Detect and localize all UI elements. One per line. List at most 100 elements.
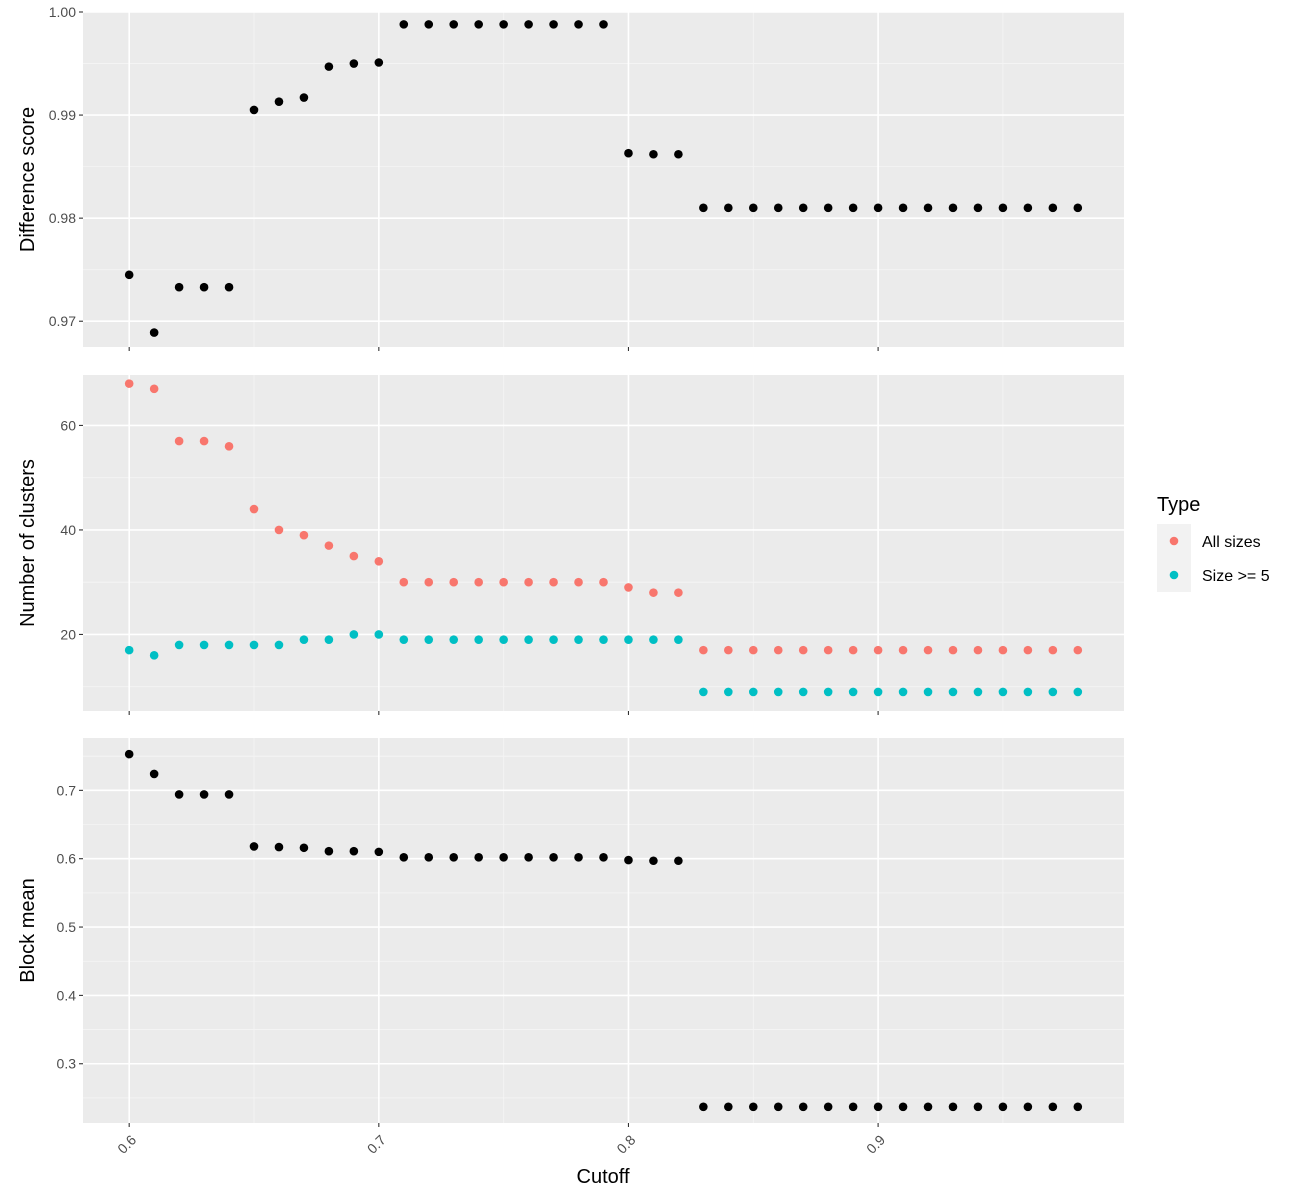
data-point [674, 856, 683, 866]
legend-label-all-sizes: All sizes [1202, 534, 1261, 551]
y-tick-label: 0.99 [49, 107, 76, 123]
data-point [773, 687, 783, 697]
data-point [274, 525, 284, 535]
data-point [224, 790, 234, 799]
data-point [798, 645, 808, 655]
data-point [724, 687, 733, 697]
data-point [299, 635, 309, 644]
data-point [599, 20, 608, 29]
data-point [574, 635, 583, 644]
x-axis-ticks [128, 347, 879, 351]
data-point [324, 635, 334, 644]
data-point [199, 790, 209, 799]
panel-number-of-clusters: 20 40 60 Number of clusters [17, 375, 1124, 715]
y-tick-label: 0.4 [57, 987, 77, 1003]
data-point [724, 203, 733, 213]
data-point [773, 1102, 783, 1112]
data-point [823, 1102, 833, 1112]
y-tick-label: 1.00 [49, 4, 76, 20]
data-point [998, 1102, 1008, 1112]
data-point [299, 530, 309, 540]
data-point [149, 651, 159, 660]
data-point [199, 282, 209, 292]
data-point [149, 384, 159, 394]
data-point [349, 59, 359, 68]
legend-key-size-5 [1169, 570, 1179, 580]
data-point [873, 645, 883, 655]
data-point [773, 645, 783, 655]
data-point [798, 203, 808, 213]
data-point [224, 640, 234, 650]
data-point [973, 1102, 983, 1112]
data-point [174, 640, 184, 650]
data-point [1048, 1102, 1058, 1112]
data-point [773, 203, 783, 213]
data-point [1048, 203, 1058, 213]
data-point [274, 842, 284, 852]
y-tick-label: 20 [60, 626, 76, 642]
y-tick-label: 0.97 [49, 313, 76, 329]
y-axis-title: Number of clusters [17, 459, 39, 627]
data-point [149, 328, 159, 337]
data-point [174, 790, 184, 799]
data-point [149, 769, 159, 779]
data-point [549, 20, 558, 29]
data-point [998, 203, 1008, 213]
data-point [424, 20, 434, 29]
data-point [249, 105, 259, 115]
x-tick-label: 0.6 [114, 1132, 139, 1157]
data-point [499, 577, 508, 587]
data-point [748, 687, 758, 697]
data-point [748, 645, 758, 655]
y-axis-title: Difference score [17, 107, 39, 252]
data-point [499, 20, 508, 29]
data-point [124, 379, 134, 388]
data-point [873, 1102, 883, 1112]
y-tick-label: 0.7 [57, 782, 77, 798]
data-point [249, 504, 259, 514]
panel-points [124, 20, 1083, 337]
data-point [299, 843, 309, 853]
x-axis-ticks [128, 711, 879, 715]
data-point [873, 203, 883, 213]
legend-key-all-sizes [1169, 536, 1179, 546]
data-point [748, 203, 758, 213]
data-point [324, 62, 334, 71]
data-point [399, 577, 409, 587]
panel-difference-score: 0.97 0.98 0.99 1.00 Difference score [17, 4, 1124, 351]
data-point [349, 630, 359, 639]
data-point [649, 635, 658, 644]
data-point [973, 645, 983, 655]
data-point [474, 635, 483, 644]
data-point [699, 1102, 708, 1112]
data-point [1023, 645, 1033, 655]
data-point [124, 749, 134, 759]
data-point [549, 635, 558, 644]
data-point [823, 203, 833, 213]
data-point [424, 635, 434, 644]
data-point [499, 635, 508, 644]
panel-points [124, 379, 1083, 697]
panel-block-mean: 0.3 0.4 0.5 0.6 0.7 0.6 0.7 0.8 0.9 Block mean [17, 738, 1124, 1157]
x-tick-label: 0.7 [364, 1132, 389, 1157]
data-point [274, 97, 284, 106]
data-point [499, 853, 508, 862]
x-tick-label: 0.8 [613, 1132, 638, 1157]
data-point [973, 203, 983, 213]
data-point [449, 853, 459, 862]
data-point [898, 203, 908, 213]
panel-background [83, 738, 1124, 1123]
data-point [449, 635, 459, 644]
data-point [724, 1102, 733, 1112]
data-point [624, 148, 633, 158]
data-point [624, 855, 633, 865]
data-point [174, 436, 184, 446]
data-point [1073, 1102, 1083, 1112]
y-axis: 0.3 0.4 0.5 0.6 0.7 [57, 782, 83, 1072]
data-point [224, 282, 234, 292]
data-point [124, 645, 134, 655]
data-point [1023, 1102, 1033, 1112]
panel-grid [83, 11, 1124, 347]
data-point [574, 577, 583, 587]
